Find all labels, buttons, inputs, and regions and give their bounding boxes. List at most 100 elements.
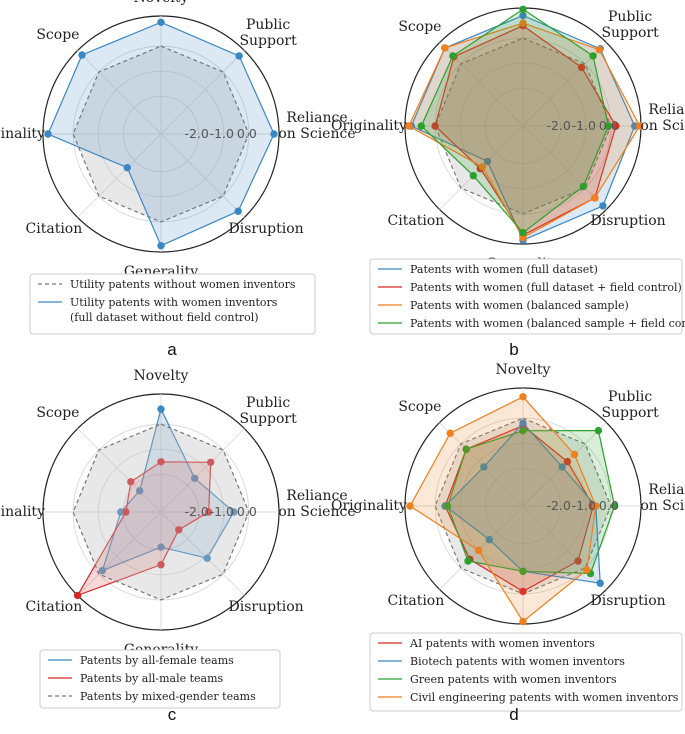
axis-label: Scope xyxy=(36,405,79,421)
data-point xyxy=(604,122,613,130)
data-point xyxy=(636,122,644,130)
data-point xyxy=(270,130,278,138)
data-point xyxy=(122,508,130,516)
legend-box xyxy=(369,632,683,712)
data-point xyxy=(519,567,527,575)
data-point xyxy=(44,130,52,138)
legend-label: Patents with women (full dataset) xyxy=(410,263,598,276)
spoke xyxy=(522,422,607,507)
tick-label: 0.0 xyxy=(237,504,257,519)
data-point xyxy=(579,182,588,191)
legend-label: AI patents with women inventors xyxy=(409,637,595,650)
data-point xyxy=(123,164,132,172)
data-point xyxy=(574,557,582,565)
axis-label: Originality xyxy=(0,126,45,142)
data-point xyxy=(595,46,603,54)
axis-label: Public Support xyxy=(239,17,297,49)
legend-box xyxy=(29,273,316,335)
data-point xyxy=(594,426,603,435)
legend-label: Utility patents with women inventors (ful… xyxy=(70,296,278,324)
axis-label: Novelty xyxy=(496,362,551,378)
tick-label: -2.0 xyxy=(184,504,208,519)
axis-label: Scope xyxy=(398,19,441,35)
data-point xyxy=(596,579,604,587)
tick-label: -1.0 xyxy=(210,126,234,141)
data-point xyxy=(469,172,477,180)
tick-label: 0.0 xyxy=(599,498,619,513)
data-point xyxy=(157,543,165,551)
tick-label: -1.0 xyxy=(572,498,596,513)
spoke xyxy=(160,50,245,135)
data-point xyxy=(205,508,213,516)
data-point xyxy=(235,52,243,60)
axis-label: Originality xyxy=(331,118,407,134)
axis-label: Novelty xyxy=(134,0,189,6)
tick-label: 0.0 xyxy=(237,126,257,141)
data-point xyxy=(583,566,591,574)
axis-label: Originality xyxy=(0,504,45,520)
data-point xyxy=(230,508,238,516)
spoke xyxy=(439,422,524,507)
data-point xyxy=(203,554,211,562)
legend-label: Patents by all-female teams xyxy=(80,654,234,667)
axis-label: Public Support xyxy=(601,389,659,421)
legend-label: Utility patents without women inventors xyxy=(70,278,296,291)
data-point xyxy=(480,463,488,471)
data-point xyxy=(610,502,619,510)
data-point xyxy=(519,19,527,27)
legend-b: Patents with women (full dataset) Patents… xyxy=(369,258,685,335)
legend-label: Patents with women (full dataset + field… xyxy=(410,281,682,294)
legend-label: Civil engineering patents with women inv… xyxy=(410,691,679,704)
axis-label: Citation xyxy=(26,221,83,237)
data-point xyxy=(462,445,470,453)
data-point xyxy=(519,393,527,401)
data-point xyxy=(157,242,165,250)
data-point xyxy=(589,52,597,60)
spoke xyxy=(160,511,245,596)
axis-label: Disruption xyxy=(591,213,666,229)
tick-label: -2.0 xyxy=(184,126,208,141)
panel-letter: b xyxy=(509,340,518,359)
data-point xyxy=(563,457,572,466)
axis-label: Originality xyxy=(331,498,407,514)
data-point xyxy=(446,429,454,437)
axis-label: Disruption xyxy=(591,593,666,609)
legend-a: Utility patents without women inventors U… xyxy=(29,273,316,335)
data-point xyxy=(519,587,527,596)
legend-c: Patents by all-female teams Patents by al… xyxy=(39,649,281,709)
data-point xyxy=(207,458,215,466)
data-point xyxy=(570,450,579,459)
spoke xyxy=(160,133,245,218)
data-point xyxy=(98,566,107,575)
legend-label: Patents with women (balanced sample + fi… xyxy=(410,317,685,330)
legend-label: Patents by mixed-gender teams xyxy=(80,690,256,703)
data-point xyxy=(406,502,414,510)
data-point xyxy=(127,478,135,486)
spoke xyxy=(77,50,162,135)
data-point xyxy=(464,557,472,565)
axis-label: Disruption xyxy=(229,221,304,237)
data-point xyxy=(519,5,527,14)
data-point xyxy=(441,44,449,52)
data-point xyxy=(577,63,586,72)
axis-label: Scope xyxy=(36,27,79,43)
data-point xyxy=(157,405,165,413)
data-point xyxy=(485,536,493,544)
series-polygon-2 xyxy=(72,423,250,601)
data-point xyxy=(234,207,242,215)
radar-panel-c: -2.0 -1.0 0.0 Novelty Public Support Reliance o… xyxy=(0,368,356,658)
axis-label: Public Support xyxy=(601,9,659,41)
axis-label: Citation xyxy=(388,213,445,229)
data-point xyxy=(157,561,165,569)
data-point xyxy=(591,194,599,202)
data-point xyxy=(405,122,413,130)
data-point xyxy=(78,51,86,59)
data-point xyxy=(599,202,607,210)
series-polygon-0 xyxy=(72,45,250,223)
data-point xyxy=(558,463,566,471)
data-point xyxy=(444,502,452,510)
